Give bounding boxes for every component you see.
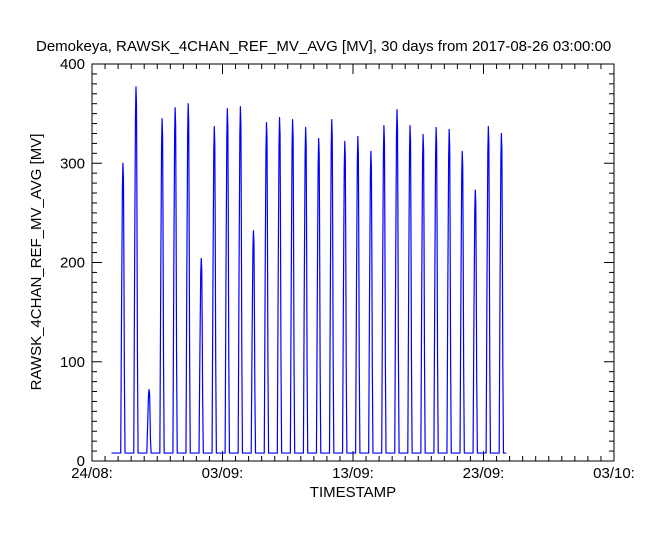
y-tick-label: 0 (77, 453, 85, 470)
series-line (111, 86, 507, 454)
y-tick-label: 300 (60, 155, 85, 172)
y-tick-label: 200 (60, 255, 85, 272)
y-tick-label: 100 (60, 354, 85, 371)
axis-ticks (91, 63, 615, 462)
x-tick-label: 13/09: (332, 465, 374, 482)
series-lines (111, 86, 507, 454)
tick-labels: 0 100 200 300 400 24/08: 03/09: 13/09: 23/09: 03/… (60, 56, 635, 482)
x-tick-label: 03/09: (202, 465, 244, 482)
x-axis-label: TIMESTAMP (310, 484, 396, 501)
y-tick-label: 400 (60, 56, 85, 73)
chart-title: Demokeya, RAWSK_4CHAN_REF_MV_AVG [MV], 3… (36, 38, 611, 55)
y-axis-label: RAWSK_4CHAN_REF_MV_AVG [MV] (28, 134, 45, 391)
x-tick-label: 24/08: (71, 465, 113, 482)
plot-frame (91, 63, 615, 462)
x-tick-label: 03/10: (593, 465, 635, 482)
x-tick-label: 23/09: (463, 465, 505, 482)
